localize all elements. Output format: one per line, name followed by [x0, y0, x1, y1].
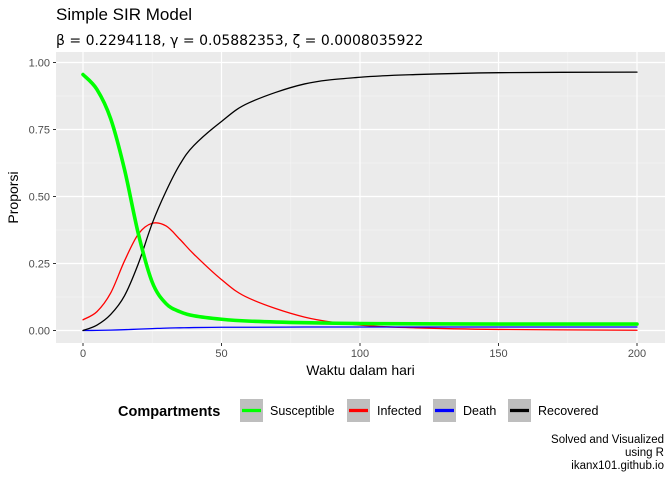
y-axis-title: Proporsi: [5, 171, 21, 223]
caption-line-2: using R: [625, 447, 664, 459]
legend-label: Death: [463, 404, 496, 418]
series-layer: [81, 71, 639, 332]
y-tick-label: 1.00: [29, 58, 50, 70]
chart-subtitle: β = 0.2294118, γ = 0.05882353, ζ = 0.000…: [56, 33, 424, 49]
legend-title: Compartments: [118, 404, 220, 420]
series-line-recovered: [82, 71, 638, 332]
legend-label: Recovered: [538, 404, 598, 418]
legend-label: Infected: [377, 404, 422, 418]
caption-line-3: ikanx101.github.io: [571, 460, 664, 472]
caption-line-1: Solved and Visualized: [551, 434, 664, 446]
y-tick-label: 0.50: [29, 192, 50, 204]
x-tick-label: 50: [215, 348, 227, 360]
y-axis: 0.00 0.25 0.50 0.75 1.00: [29, 58, 56, 338]
x-tick-label: 100: [351, 348, 369, 360]
y-tick-label: 0.75: [29, 125, 50, 137]
series-line-death: [82, 326, 638, 332]
legend-label: Susceptible: [270, 404, 335, 418]
x-axis-title: Waktu dalam hari: [306, 362, 414, 378]
legend-item-infected: Infected: [347, 399, 422, 422]
x-tick-label: 200: [628, 348, 646, 360]
legend: Compartments Susceptible Infected Death Rec…: [118, 399, 598, 422]
y-tick-label: 0.25: [29, 259, 50, 271]
series-line-infected: [82, 222, 638, 331]
series-line-susceptible: [81, 72, 639, 326]
legend-item-death: Death: [433, 399, 496, 422]
x-tick-label: 0: [80, 348, 86, 360]
legend-item-recovered: Recovered: [508, 399, 598, 422]
chart-title: Simple SIR Model: [56, 5, 193, 24]
legend-item-susceptible: Susceptible: [240, 399, 335, 422]
x-axis: 0 50 100 150 200: [80, 343, 646, 360]
x-tick-label: 150: [489, 348, 507, 360]
y-tick-label: 0.00: [29, 326, 50, 338]
